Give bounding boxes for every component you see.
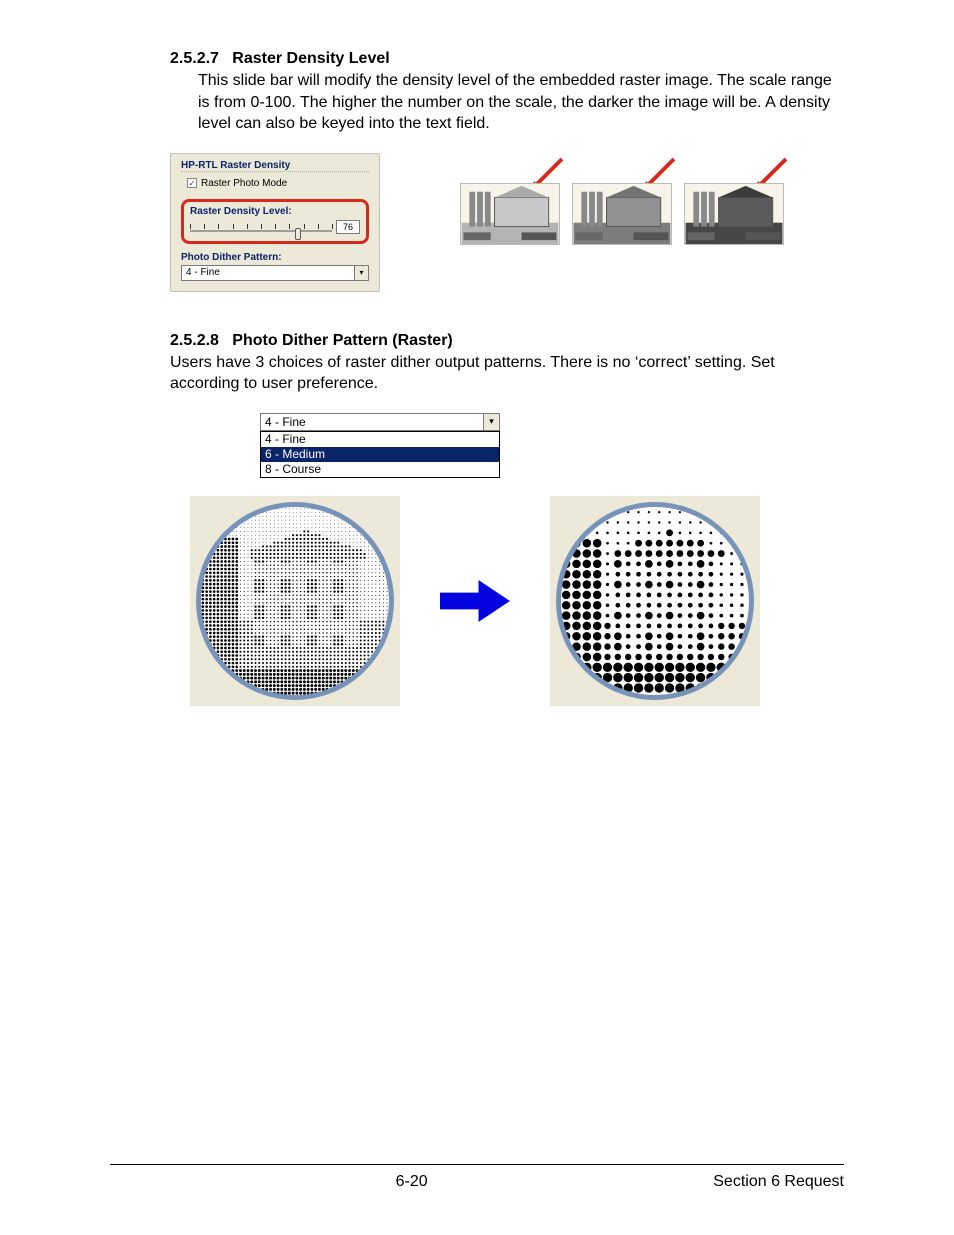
dither-dropdown-option[interactable]: 8 - Course	[261, 462, 499, 477]
page: 2.5.2.7 Raster Density Level This slide …	[0, 0, 954, 1235]
chevron-down-icon[interactable]: ▾	[354, 266, 368, 280]
density-thumbnail	[684, 183, 784, 245]
panel-title: HP-RTL Raster Density	[181, 160, 369, 172]
section-number: 2.5.2.8	[170, 332, 219, 349]
dither-coarse-card	[550, 496, 760, 706]
section-body: Users have 3 choices of raster dither ou…	[170, 352, 844, 395]
dither-dropdown-option[interactable]: 4 - Fine	[261, 432, 499, 447]
raster-photo-mode-checkbox[interactable]: ✓	[187, 178, 197, 188]
figure-row: HP-RTL Raster Density ✓ Raster Photo Mod…	[170, 153, 844, 292]
density-slider-row: 76	[190, 219, 360, 235]
dither-pattern-combo[interactable]: 4 - Fine ▾	[181, 265, 369, 281]
footer-page-number: 6-20	[110, 1173, 713, 1191]
slider-track	[190, 230, 332, 232]
raster-photo-mode-row: ✓ Raster Photo Mode	[187, 178, 369, 189]
dither-coarse-circle	[556, 502, 754, 700]
arrow-right-icon	[440, 580, 510, 622]
footer-section: Section 6 Request	[713, 1173, 844, 1191]
content: 2.5.2.7 Raster Density Level This slide …	[110, 50, 844, 706]
plot-thumbnail	[572, 183, 672, 245]
dither-dropdown[interactable]: 4 - Fine ▾	[260, 413, 500, 431]
density-thumbnail	[572, 183, 672, 245]
dither-pattern-value: 4 - Fine	[182, 267, 354, 278]
plot-thumbnail	[460, 183, 560, 245]
density-level-highlight: Raster Density Level: 76	[181, 199, 369, 244]
section-title: Photo Dither Pattern (Raster)	[232, 332, 452, 349]
dither-fine-card	[190, 496, 400, 706]
dither-coarse-image	[561, 507, 749, 695]
dither-fine-image	[201, 507, 389, 695]
dither-dropdown-figure: 4 - Fine ▾ 4 - Fine6 - Medium8 - Course	[260, 413, 500, 478]
raster-photo-mode-label: Raster Photo Mode	[201, 178, 287, 189]
dither-fine-circle	[196, 502, 394, 700]
dither-dropdown-selected: 4 - Fine	[261, 414, 483, 430]
dither-pattern-label: Photo Dither Pattern:	[181, 252, 369, 263]
section-number: 2.5.2.7	[170, 50, 219, 67]
dither-dropdown-list[interactable]: 4 - Fine6 - Medium8 - Course	[260, 431, 500, 478]
density-thumbnails	[460, 183, 784, 245]
section-title: Raster Density Level	[232, 50, 389, 67]
dither-dropdown-option[interactable]: 6 - Medium	[261, 447, 499, 462]
plot-thumbnail	[684, 183, 784, 245]
density-slider[interactable]	[190, 219, 332, 235]
footer: 6-20 Section 6 Request	[110, 1173, 844, 1191]
section-body: This slide bar will modify the density l…	[198, 70, 844, 135]
density-thumbnail	[460, 183, 560, 245]
chevron-down-icon[interactable]: ▾	[483, 414, 499, 430]
density-value-field[interactable]: 76	[336, 220, 360, 234]
section-heading: 2.5.2.7 Raster Density Level	[170, 50, 844, 68]
footer-rule	[110, 1164, 844, 1165]
dither-comparison-row	[190, 496, 844, 706]
density-level-label: Raster Density Level:	[190, 206, 360, 217]
raster-density-panel: HP-RTL Raster Density ✓ Raster Photo Mod…	[170, 153, 380, 292]
section-heading: 2.5.2.8 Photo Dither Pattern (Raster)	[170, 332, 844, 350]
